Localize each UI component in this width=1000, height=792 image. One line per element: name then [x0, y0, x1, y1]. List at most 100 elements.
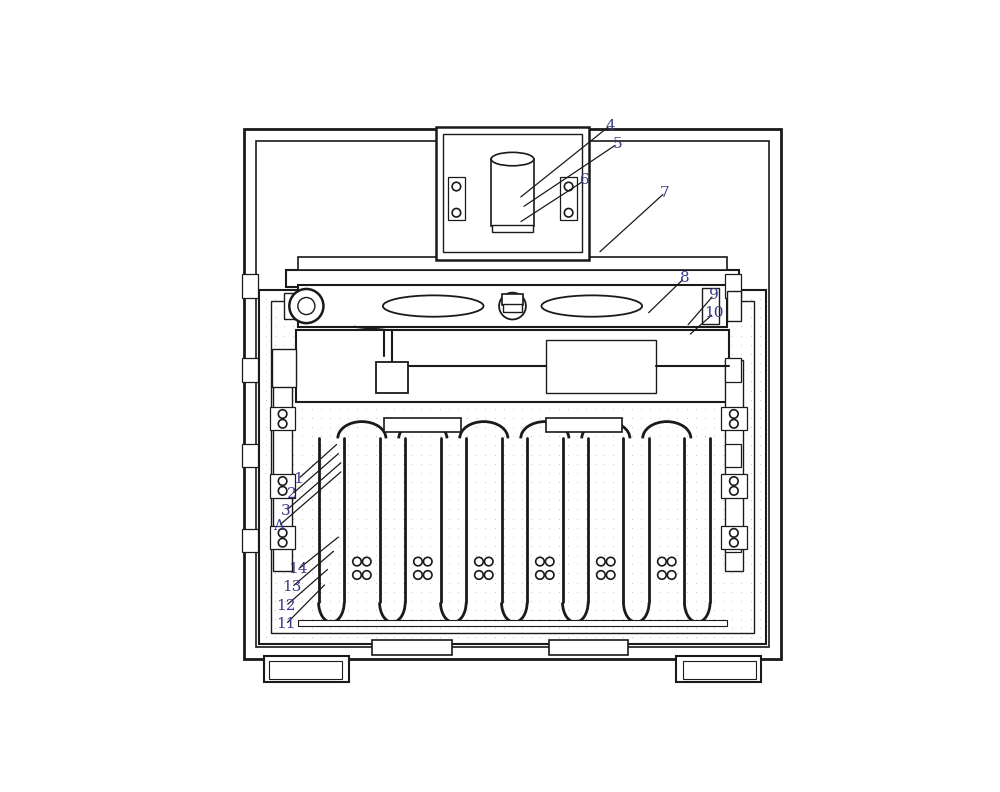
Circle shape	[484, 558, 493, 565]
Bar	[549, 640, 628, 655]
Bar	[491, 159, 534, 227]
Bar	[721, 407, 747, 431]
Bar	[448, 177, 465, 220]
Bar	[259, 290, 766, 644]
Bar	[242, 529, 258, 553]
Bar	[725, 274, 741, 298]
Bar	[270, 526, 295, 550]
Bar	[384, 417, 461, 432]
Bar	[546, 341, 656, 393]
Bar	[242, 444, 258, 467]
Circle shape	[278, 409, 287, 418]
Circle shape	[730, 539, 738, 547]
Text: 6: 6	[580, 173, 589, 188]
Circle shape	[414, 571, 422, 579]
Circle shape	[278, 528, 287, 537]
Circle shape	[353, 571, 361, 579]
Circle shape	[423, 558, 432, 565]
Text: 9: 9	[709, 288, 719, 302]
Circle shape	[564, 208, 573, 217]
Circle shape	[597, 571, 605, 579]
Bar	[725, 360, 743, 571]
Bar	[676, 656, 761, 682]
Circle shape	[298, 298, 315, 314]
Bar	[242, 274, 258, 298]
Ellipse shape	[383, 295, 484, 317]
Text: 10: 10	[704, 307, 723, 320]
Bar	[269, 661, 342, 680]
Bar	[372, 640, 452, 655]
Bar	[721, 526, 747, 550]
Circle shape	[423, 571, 432, 579]
Circle shape	[362, 571, 371, 579]
Bar	[443, 134, 582, 253]
Text: 11: 11	[276, 618, 295, 631]
Bar	[683, 661, 756, 680]
Bar	[264, 656, 349, 682]
Text: 14: 14	[288, 562, 308, 577]
Bar	[503, 303, 522, 312]
Bar	[702, 288, 719, 324]
Text: 3: 3	[281, 504, 290, 518]
Text: 12: 12	[276, 599, 295, 613]
Bar	[436, 127, 589, 260]
Circle shape	[278, 486, 287, 495]
Circle shape	[414, 558, 422, 565]
Bar	[242, 359, 258, 382]
Bar	[271, 301, 754, 633]
Text: 4: 4	[605, 119, 615, 132]
Bar	[721, 474, 747, 497]
Bar	[502, 294, 523, 305]
Circle shape	[452, 208, 461, 217]
Circle shape	[278, 477, 287, 485]
Bar	[725, 529, 741, 553]
Bar	[256, 141, 769, 647]
Text: 2: 2	[287, 488, 297, 501]
Circle shape	[658, 558, 666, 565]
Bar	[244, 128, 781, 659]
Bar	[284, 292, 298, 319]
Text: 1: 1	[293, 472, 303, 486]
Circle shape	[606, 558, 615, 565]
Ellipse shape	[491, 152, 534, 166]
Text: 7: 7	[660, 185, 670, 200]
Bar	[727, 291, 741, 321]
Circle shape	[353, 558, 361, 565]
Circle shape	[730, 477, 738, 485]
Circle shape	[730, 528, 738, 537]
Circle shape	[545, 571, 554, 579]
Text: A: A	[273, 520, 284, 533]
Circle shape	[278, 420, 287, 428]
Bar	[376, 361, 408, 394]
Bar	[270, 407, 295, 431]
Circle shape	[536, 558, 544, 565]
Circle shape	[362, 558, 371, 565]
Bar	[560, 177, 577, 220]
Circle shape	[730, 486, 738, 495]
Circle shape	[475, 571, 483, 579]
Circle shape	[606, 571, 615, 579]
Circle shape	[597, 558, 605, 565]
Bar	[492, 225, 533, 232]
Bar	[725, 359, 741, 382]
Bar	[298, 285, 727, 327]
Circle shape	[730, 420, 738, 428]
Bar	[270, 474, 295, 497]
Bar	[286, 270, 739, 287]
Circle shape	[658, 571, 666, 579]
Ellipse shape	[541, 295, 642, 317]
Bar	[273, 360, 292, 571]
Bar	[546, 417, 622, 432]
Circle shape	[289, 289, 323, 323]
Circle shape	[730, 409, 738, 418]
Text: 5: 5	[613, 137, 622, 150]
Circle shape	[506, 300, 519, 312]
Circle shape	[667, 558, 676, 565]
Circle shape	[545, 558, 554, 565]
Circle shape	[278, 539, 287, 547]
Bar	[296, 329, 729, 402]
Bar	[298, 257, 727, 270]
Bar	[298, 619, 727, 626]
Circle shape	[484, 571, 493, 579]
Circle shape	[475, 558, 483, 565]
